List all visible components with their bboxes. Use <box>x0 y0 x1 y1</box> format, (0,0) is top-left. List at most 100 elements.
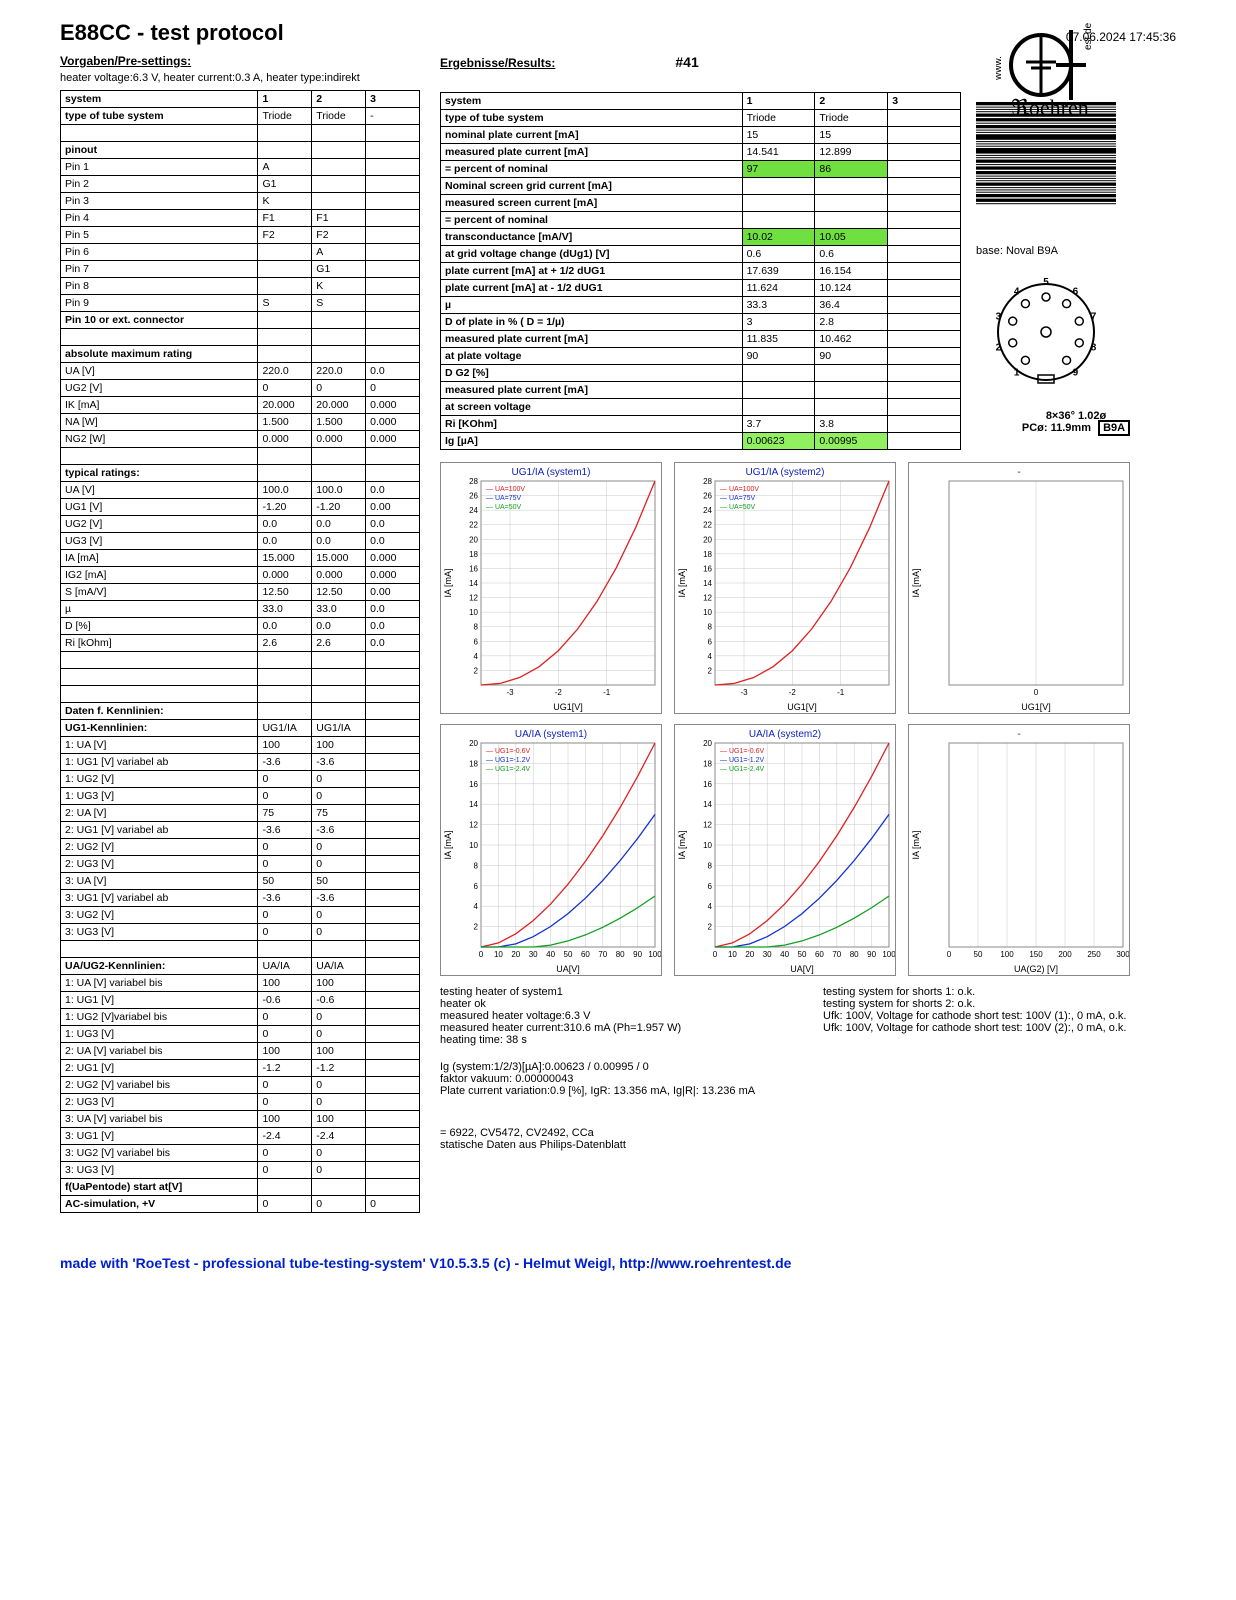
svg-text:10: 10 <box>494 950 503 959</box>
svg-text:-1: -1 <box>837 688 845 697</box>
svg-text:9: 9 <box>1073 367 1079 378</box>
svg-text:70: 70 <box>598 950 607 959</box>
svg-text:IA [mA]: IA [mA] <box>677 568 687 597</box>
svg-text:— UG1=-0.6V: — UG1=-0.6V <box>486 748 530 755</box>
svg-text:24: 24 <box>703 506 712 515</box>
svg-text:UA/IA (system2): UA/IA (system2) <box>749 729 821 740</box>
svg-text:-2: -2 <box>555 688 563 697</box>
svg-text:UA(G2) [V]: UA(G2) [V] <box>1014 964 1058 974</box>
svg-text:100: 100 <box>648 950 661 959</box>
svg-text:8: 8 <box>1091 342 1097 353</box>
svg-text:16: 16 <box>469 780 478 789</box>
svg-text:28: 28 <box>703 477 712 486</box>
svg-text:-3: -3 <box>740 688 748 697</box>
svg-text:IA [mA]: IA [mA] <box>443 830 453 859</box>
svg-text:6: 6 <box>1073 287 1079 298</box>
svg-text:2: 2 <box>708 923 713 932</box>
svg-text:1: 1 <box>1014 367 1020 378</box>
svg-text:60: 60 <box>581 950 590 959</box>
svg-text:14: 14 <box>469 579 478 588</box>
svg-text:24: 24 <box>469 506 478 515</box>
svg-text:UA[V]: UA[V] <box>790 964 814 974</box>
svg-text:22: 22 <box>703 521 712 530</box>
svg-text:10: 10 <box>703 841 712 850</box>
svg-text:-1: -1 <box>603 688 611 697</box>
svg-text:60: 60 <box>815 950 824 959</box>
svg-text:-3: -3 <box>506 688 514 697</box>
svg-text:50: 50 <box>974 950 983 959</box>
svg-text:— UG1=-1.2V: — UG1=-1.2V <box>486 757 530 764</box>
svg-text:— UG1=-2.4V: — UG1=-2.4V <box>720 766 764 773</box>
svg-text:50: 50 <box>564 950 573 959</box>
svg-text:50: 50 <box>798 950 807 959</box>
svg-text:4: 4 <box>1014 287 1020 298</box>
svg-text:10: 10 <box>703 608 712 617</box>
svg-text:IA [mA]: IA [mA] <box>911 568 921 597</box>
svg-text:-: - <box>1017 729 1020 740</box>
svg-text:— UA=75V: — UA=75V <box>486 495 522 502</box>
svg-text:www.: www. <box>996 56 1004 81</box>
svg-text:250: 250 <box>1087 950 1101 959</box>
svg-text:0: 0 <box>947 950 952 959</box>
svg-text:4: 4 <box>708 652 713 661</box>
svg-text:6: 6 <box>474 637 479 646</box>
svg-text:8: 8 <box>708 623 713 632</box>
base-label: base: Noval B9A <box>976 245 1176 257</box>
svg-text:-: - <box>1017 467 1020 478</box>
svg-text:100: 100 <box>882 950 895 959</box>
svg-text:4: 4 <box>474 902 479 911</box>
svg-text:IA [mA]: IA [mA] <box>677 830 687 859</box>
svg-text:20: 20 <box>511 950 520 959</box>
svg-text:0: 0 <box>479 950 484 959</box>
svg-text:— UA=100V: — UA=100V <box>720 486 759 493</box>
svg-text:14: 14 <box>703 579 712 588</box>
svg-text:UA/IA (system1): UA/IA (system1) <box>515 729 587 740</box>
svg-text:16: 16 <box>703 780 712 789</box>
svg-text:— UG1=-2.4V: — UG1=-2.4V <box>486 766 530 773</box>
presettings-title: Vorgaben/Pre-settings: <box>60 54 420 68</box>
svg-text:UG1/IA (system1): UG1/IA (system1) <box>512 467 591 478</box>
svg-text:UA[V]: UA[V] <box>556 964 580 974</box>
svg-text:30: 30 <box>763 950 772 959</box>
svg-text:10: 10 <box>469 608 478 617</box>
svg-text:— UG1=-0.6V: — UG1=-0.6V <box>720 748 764 755</box>
svg-text:18: 18 <box>703 550 712 559</box>
svg-text:40: 40 <box>780 950 789 959</box>
notes-left: testing heater of system1heater okmeasur… <box>440 986 793 1046</box>
svg-text:10: 10 <box>728 950 737 959</box>
svg-text:14: 14 <box>703 800 712 809</box>
svg-text:90: 90 <box>633 950 642 959</box>
svg-text:20: 20 <box>469 535 478 544</box>
svg-text:26: 26 <box>469 492 478 501</box>
svg-text:20: 20 <box>469 739 478 748</box>
svg-text:10: 10 <box>469 841 478 850</box>
svg-text:UG1[V]: UG1[V] <box>787 702 817 712</box>
presettings-table: system123type of tube systemTriodeTriode… <box>60 90 420 1213</box>
charts-row-1: UG1/IA (system1)246810121416182022242628… <box>440 462 1176 714</box>
svg-text:200: 200 <box>1058 950 1072 959</box>
results-table: system123type of tube systemTriodeTriode… <box>440 92 961 450</box>
svg-text:— UA=50V: — UA=50V <box>720 504 756 511</box>
svg-text:6: 6 <box>708 882 713 891</box>
pinout-diagram: 123456789 8×36° 1.02ø PCø: 11.9mm B9A <box>976 277 1176 434</box>
svg-text:28: 28 <box>469 477 478 486</box>
notes-bottom: Ig (system:1/2/3)[µA]:0.00623 / 0.00995 … <box>440 1061 1176 1097</box>
svg-text:— UA=50V: — UA=50V <box>486 504 522 511</box>
results-title: Ergebnisse/Results: <box>440 56 555 70</box>
svg-text:80: 80 <box>616 950 625 959</box>
svg-text:150: 150 <box>1029 950 1043 959</box>
svg-text:-2: -2 <box>789 688 797 697</box>
svg-text:— UA=100V: — UA=100V <box>486 486 525 493</box>
svg-text:300: 300 <box>1116 950 1129 959</box>
charts-row-2: UA/IA (system1)2468101214161820010203040… <box>440 724 1176 976</box>
heater-info: heater voltage:6.3 V, heater current:0.3… <box>60 72 420 84</box>
svg-text:est.de: est.de <box>1083 22 1094 50</box>
svg-text:12: 12 <box>469 821 478 830</box>
svg-text:12: 12 <box>703 594 712 603</box>
svg-text:2: 2 <box>474 923 479 932</box>
svg-text:4: 4 <box>708 902 713 911</box>
tube-id: #41 <box>675 54 698 70</box>
svg-text:0: 0 <box>713 950 718 959</box>
svg-text:12: 12 <box>469 594 478 603</box>
svg-text:26: 26 <box>703 492 712 501</box>
